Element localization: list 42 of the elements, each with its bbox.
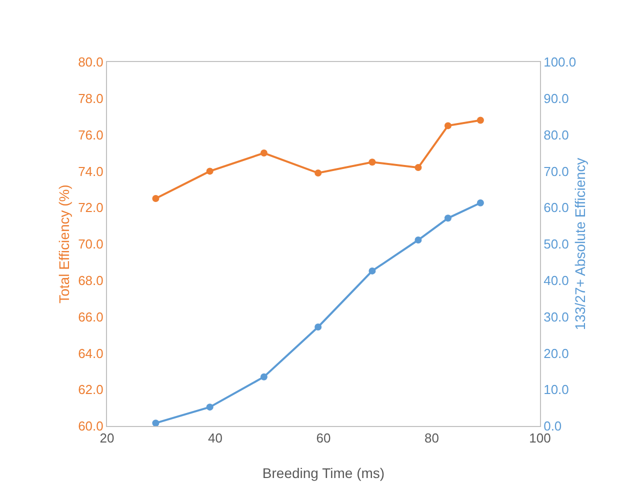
y2-tick-label: 20.0: [544, 346, 569, 361]
y-tick-label: 66.0: [78, 309, 104, 324]
y-tick-label: 64.0: [78, 346, 104, 361]
y2-axis-title: 133/27+ Absolute Efficiency: [572, 158, 588, 330]
y-tick-label: 68.0: [78, 272, 104, 288]
y2-tick-label: 30.0: [544, 309, 569, 324]
y-axis-title: Total Efficiency (%): [56, 184, 72, 304]
point: [368, 267, 376, 274]
point: [368, 158, 376, 166]
y2-tick-label: 70.0: [544, 164, 569, 179]
y-tick-label: 76.0: [78, 127, 104, 142]
point: [476, 116, 484, 124]
point: [314, 170, 322, 177]
x-tick-label: 40: [208, 430, 222, 446]
y-tick-label: 70.0: [78, 236, 104, 252]
y-tick-label: 62.0: [78, 382, 104, 398]
y2-tick-label: 100.0: [544, 54, 576, 70]
y-tick-label: 78.0: [78, 90, 104, 106]
y-tick-label: 74.0: [78, 164, 104, 179]
point: [314, 323, 322, 330]
y2-tick-label: 80.0: [544, 127, 569, 142]
y2-tick-label: 60.0: [544, 200, 569, 216]
point: [476, 199, 484, 206]
y2-tick-label: 10.0: [544, 382, 569, 398]
point: [444, 214, 452, 222]
point: [206, 168, 214, 175]
x-tick-label: 80: [424, 430, 439, 446]
y2-tick-label: 90.0: [544, 90, 569, 106]
point: [444, 122, 452, 130]
point: [414, 164, 422, 172]
point: [414, 236, 422, 244]
point: [152, 195, 160, 202]
point: [152, 420, 160, 426]
y-tick-label: 72.0: [78, 200, 104, 216]
y-tick-label: 80.0: [78, 54, 104, 70]
y2-tick-label: 40.0: [544, 272, 569, 288]
point: [260, 150, 268, 156]
y2-tick-label: 50.0: [544, 236, 569, 252]
point: [206, 404, 214, 411]
x-tick-label: 60: [316, 430, 331, 446]
point: [260, 373, 268, 380]
x-axis-title: Breeding Time (ms): [262, 465, 385, 481]
